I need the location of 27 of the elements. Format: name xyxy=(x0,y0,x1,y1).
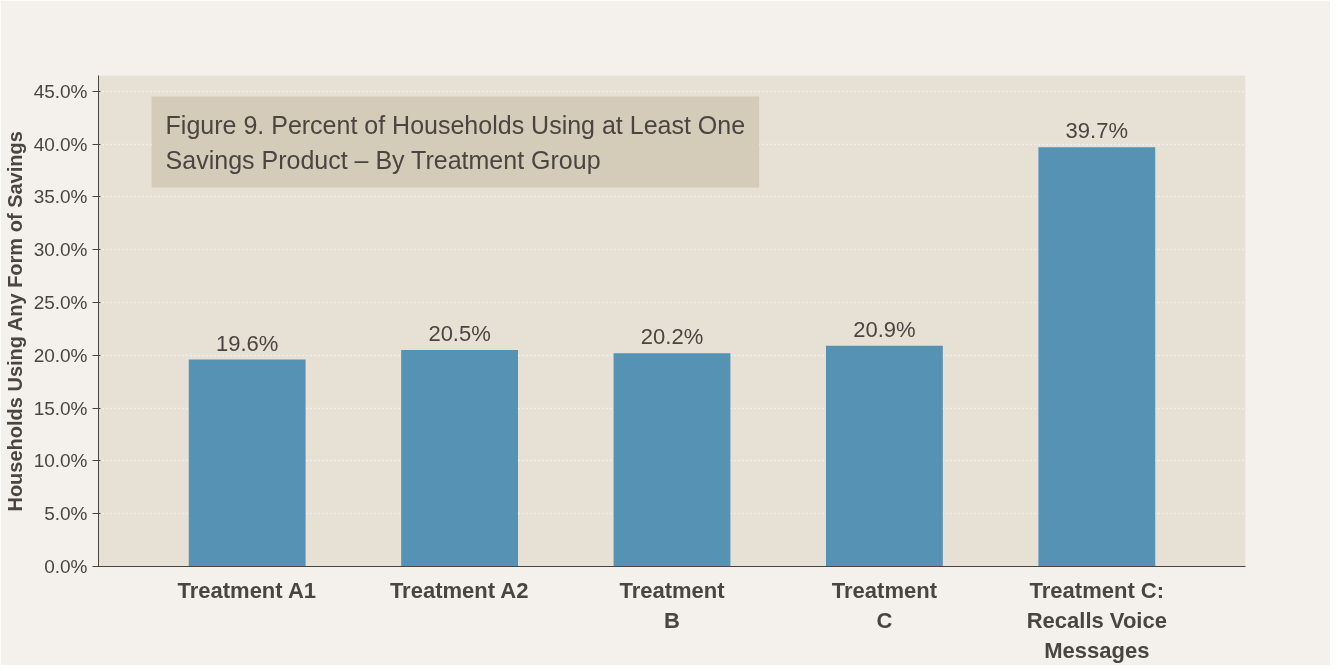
y-tick-label: 25.0% xyxy=(33,292,88,314)
data-label: 20.9% xyxy=(853,316,916,342)
x-tick-label: Treatment B xyxy=(619,577,726,633)
x-tick-label: Treatment C xyxy=(831,577,938,633)
y-tick-label: 40.0% xyxy=(33,133,88,155)
data-label: 19.6% xyxy=(216,330,279,356)
bar xyxy=(613,353,731,567)
text: Figure 9. Percent of Households Using at Least One Savings Product – By Treatment Group xyxy=(165,110,746,174)
data-label: 20.2% xyxy=(640,324,704,350)
x-tick-label: Treatment A1 xyxy=(177,577,317,603)
bar xyxy=(401,350,518,567)
y-tick-label: 15.0% xyxy=(33,397,88,419)
bar xyxy=(188,359,306,567)
y-tick-label: 10.0% xyxy=(33,450,88,472)
y-tick-label: 5.0% xyxy=(44,503,88,525)
y-tick-label: 30.0% xyxy=(33,239,88,261)
bar xyxy=(1038,147,1156,567)
bar xyxy=(826,345,943,567)
y-tick-label: 45.0% xyxy=(33,80,88,102)
y-tick-label: 0.0% xyxy=(44,556,88,577)
y-tick-label: 35.0% xyxy=(33,186,88,208)
data-label: 20.5% xyxy=(428,321,491,347)
y-tick-label: 20.0% xyxy=(33,344,88,366)
x-tick-label: Treatment A2 xyxy=(389,577,529,603)
x-tick-label: Treatment C: Recalls Voice Messages xyxy=(1026,577,1167,663)
y-axis-title: Households Using Any Form of Savings xyxy=(3,131,26,512)
data-label: 39.7% xyxy=(1065,118,1129,144)
